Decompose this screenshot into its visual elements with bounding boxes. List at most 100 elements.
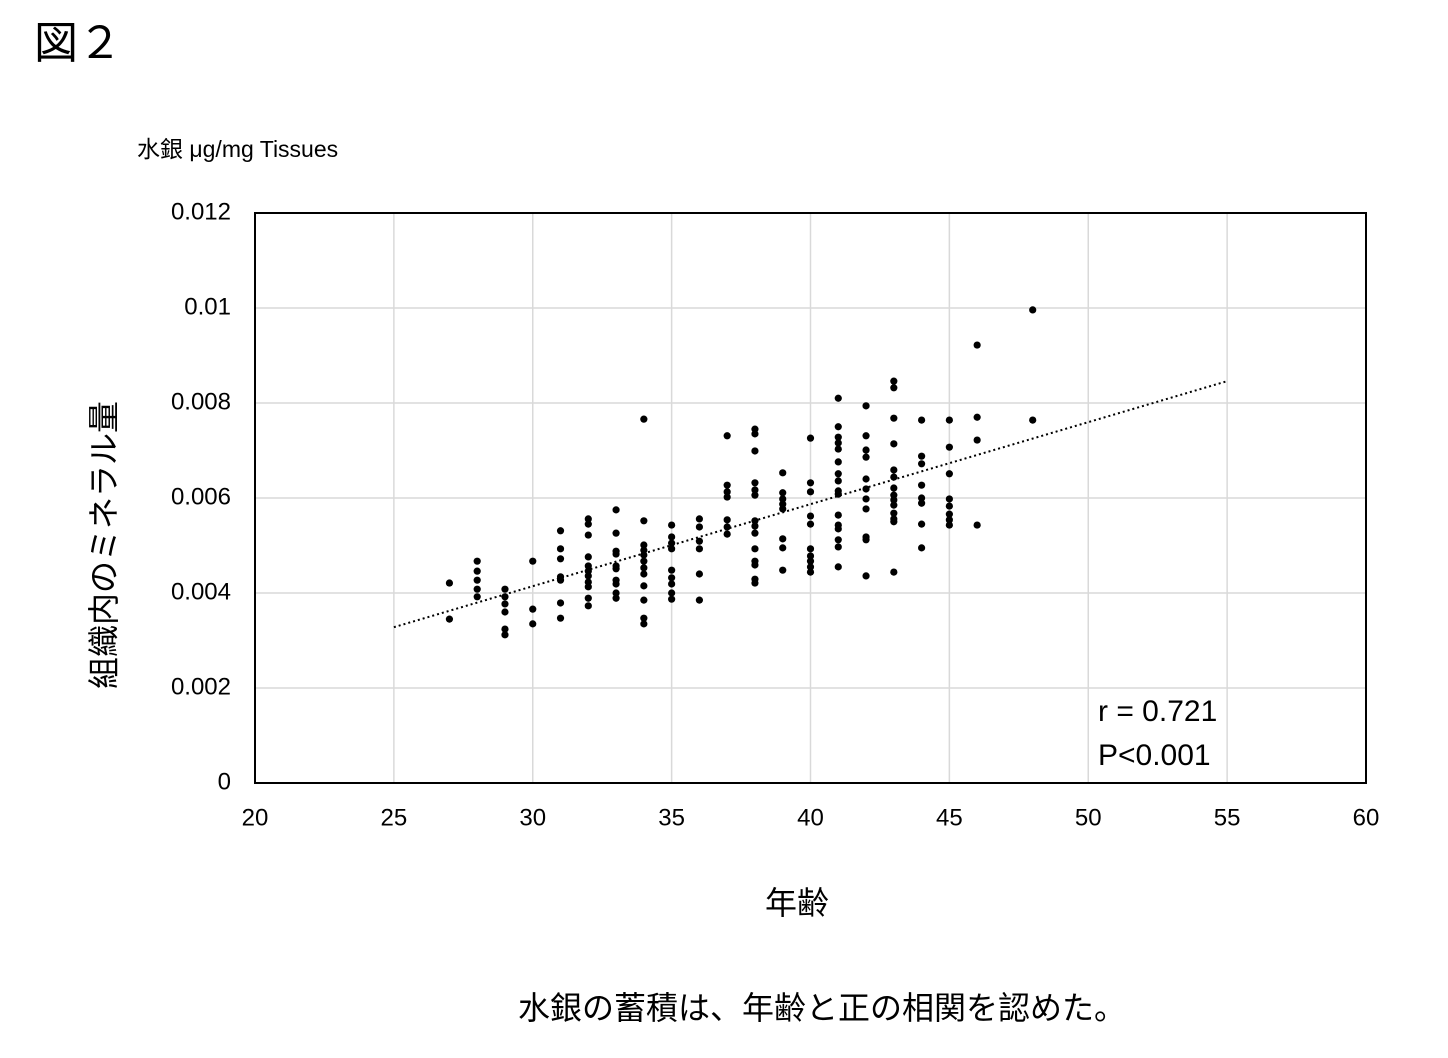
point	[668, 580, 676, 588]
point	[1029, 306, 1037, 314]
point	[779, 544, 787, 552]
point	[918, 494, 926, 502]
point	[945, 416, 953, 424]
point	[751, 430, 759, 438]
point	[890, 509, 898, 517]
point	[806, 512, 815, 520]
point	[640, 596, 648, 604]
point	[529, 620, 537, 628]
point	[751, 545, 759, 553]
annotation: r = 0.721	[1098, 695, 1217, 728]
y-tick-label: 0.004	[171, 578, 231, 605]
point	[556, 599, 565, 607]
point	[723, 523, 731, 531]
point	[890, 484, 898, 492]
point	[723, 493, 731, 501]
y-tick-label: 0.006	[171, 483, 231, 510]
point	[612, 506, 620, 514]
point	[473, 557, 481, 565]
y-tick-label: 0.002	[171, 673, 231, 700]
x-tick-label: 40	[797, 804, 824, 831]
point	[612, 565, 620, 573]
point	[779, 489, 787, 497]
point	[640, 582, 648, 590]
point	[473, 567, 481, 575]
point	[584, 602, 592, 610]
point	[640, 541, 648, 549]
point	[918, 416, 926, 424]
point	[973, 413, 981, 421]
point	[779, 535, 787, 543]
y-tick-label: 0.008	[171, 388, 231, 415]
point	[779, 566, 787, 574]
point	[890, 414, 898, 422]
point	[862, 536, 870, 544]
point	[695, 537, 704, 545]
point	[806, 568, 815, 576]
point	[945, 521, 953, 529]
point	[890, 518, 898, 526]
figure-label: 図２	[34, 18, 122, 69]
point	[473, 593, 481, 601]
point	[779, 505, 787, 513]
point	[945, 502, 953, 510]
x-tick-label: 60	[1353, 804, 1380, 831]
point	[918, 499, 926, 507]
point	[501, 585, 509, 593]
point	[640, 551, 648, 559]
point	[890, 473, 898, 481]
point	[834, 563, 842, 571]
point	[862, 402, 870, 410]
point	[640, 570, 648, 578]
point	[751, 486, 759, 494]
y-axis-label: 組織内のミネラル量	[85, 401, 123, 689]
plot-border	[254, 212, 1367, 784]
point	[751, 447, 759, 455]
point	[751, 479, 759, 487]
point	[668, 574, 676, 582]
point	[806, 479, 815, 487]
point	[668, 545, 676, 553]
point	[890, 496, 898, 504]
point	[723, 516, 731, 524]
point	[640, 557, 648, 565]
x-axis-label: 年齢	[765, 884, 829, 922]
point	[584, 562, 592, 570]
point	[501, 593, 509, 601]
point	[862, 495, 870, 503]
y-tick-label: 0	[218, 768, 231, 795]
x-tick-label: 55	[1214, 804, 1241, 831]
point	[806, 557, 815, 565]
point	[973, 436, 981, 444]
point	[501, 631, 509, 639]
point	[945, 516, 953, 524]
point	[751, 561, 759, 569]
point	[806, 552, 815, 560]
point	[806, 434, 815, 442]
point	[834, 458, 842, 466]
point	[834, 477, 842, 485]
point	[695, 545, 704, 553]
point	[806, 563, 815, 571]
point	[695, 570, 704, 578]
point	[945, 510, 953, 518]
point	[584, 583, 592, 591]
y-tick-label: 0.012	[171, 198, 231, 225]
point	[862, 453, 870, 461]
x-tick-label: 20	[242, 804, 269, 831]
point	[862, 446, 870, 454]
point	[862, 432, 870, 440]
point	[584, 572, 592, 580]
point	[529, 605, 537, 613]
point	[668, 521, 676, 529]
point	[556, 545, 565, 553]
point	[834, 423, 842, 431]
point	[806, 488, 815, 496]
point	[556, 527, 565, 535]
point	[668, 595, 676, 603]
point	[723, 432, 731, 440]
point	[612, 589, 620, 597]
point	[723, 488, 731, 496]
point	[612, 580, 620, 588]
point	[723, 481, 731, 489]
